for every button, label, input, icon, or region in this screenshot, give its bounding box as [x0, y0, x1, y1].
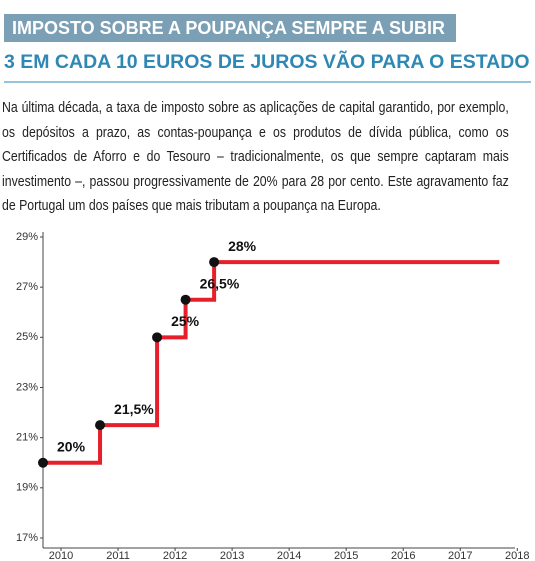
x-tick-label: 2017 — [448, 550, 472, 561]
description: Na última década, a taxa de imposto sobr… — [2, 99, 509, 214]
x-tick-label: 2012 — [163, 550, 187, 561]
chart-subtitle: 3 EM CADA 10 EUROS DE JUROS VÃO PARA O E… — [4, 50, 530, 73]
y-tick-label: 17% — [16, 532, 38, 544]
y-tick-label: 29% — [16, 231, 38, 243]
value-label: 21,5% — [114, 401, 154, 417]
y-tick-label: 19% — [16, 482, 38, 494]
x-tick-label: 2016 — [391, 550, 415, 561]
title-bar — [4, 14, 456, 42]
y-tick-label: 27% — [16, 281, 38, 293]
value-label: 25% — [171, 313, 200, 329]
value-label: 20% — [57, 438, 86, 454]
step-line — [43, 260, 500, 465]
x-tick-label: 2011 — [106, 550, 130, 561]
value-label: 26,5% — [200, 275, 240, 291]
point — [180, 294, 191, 305]
y-tick-label: 25% — [16, 331, 38, 343]
x-tick-label: 2015 — [334, 550, 358, 561]
point — [38, 457, 48, 468]
point — [209, 257, 220, 268]
x-tick-label: 2010 — [49, 550, 73, 561]
point — [95, 420, 106, 431]
y-tick-label: 21% — [16, 432, 38, 444]
value-label: 28% — [228, 238, 257, 254]
x-tick-label: 2013 — [220, 550, 244, 561]
chart-title: IMPOSTO SOBRE A POUPANÇA SEMPRE A SUBIR — [12, 18, 445, 38]
point — [152, 332, 163, 343]
x-tick-label: 2018 — [505, 550, 529, 561]
y-tick-label: 23% — [16, 381, 38, 393]
x-tick-label: 2014 — [277, 550, 301, 561]
